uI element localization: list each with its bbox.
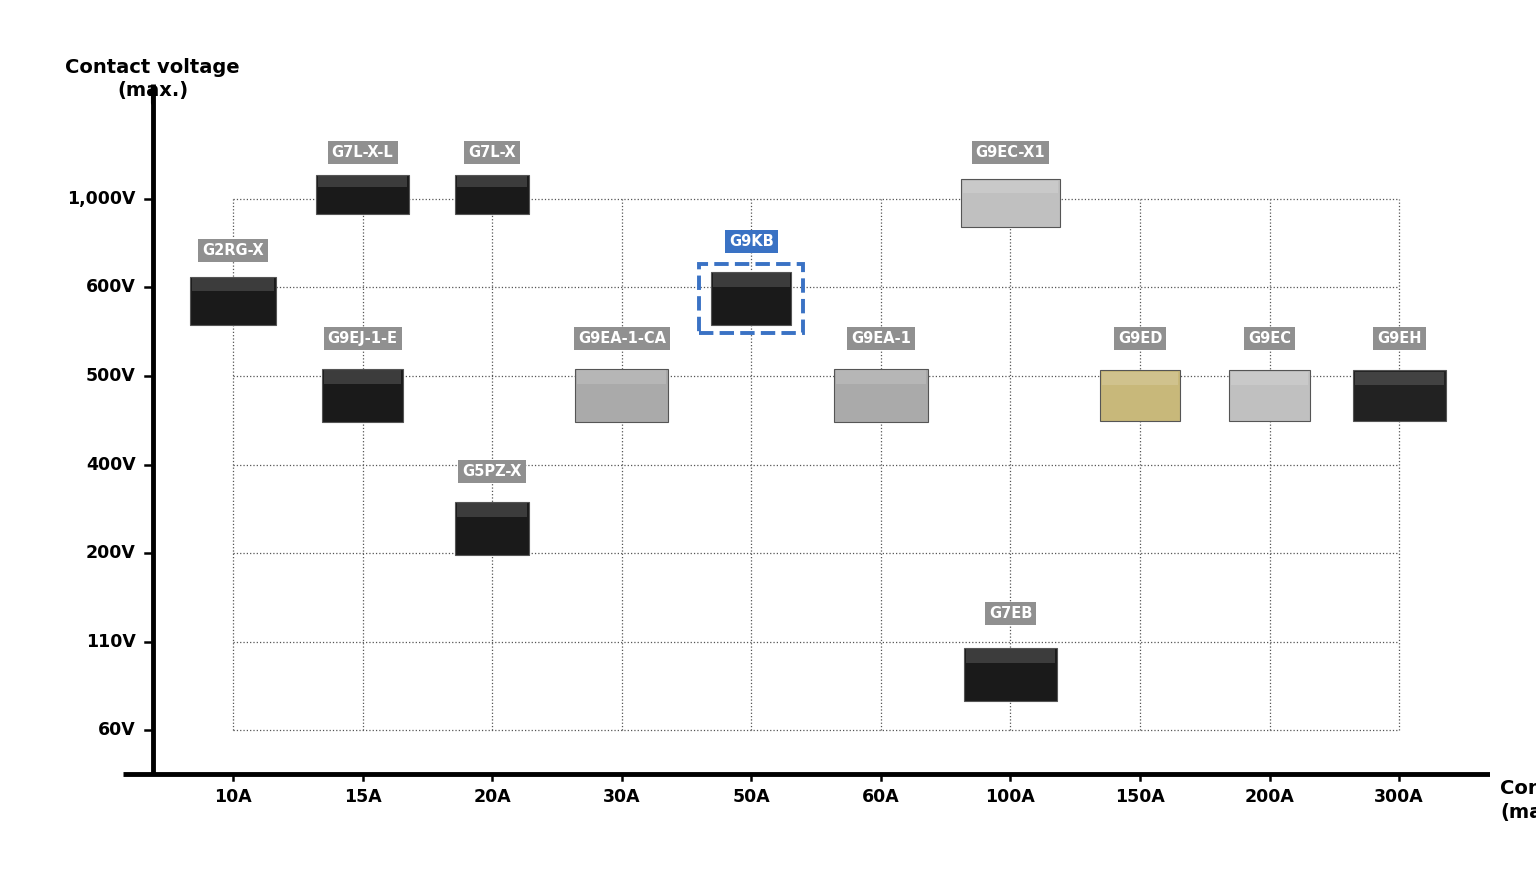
Text: 400V: 400V	[86, 455, 135, 474]
Text: 150A: 150A	[1115, 788, 1164, 805]
Text: 100A: 100A	[986, 788, 1035, 805]
FancyBboxPatch shape	[1101, 371, 1178, 385]
Text: G7L-X-L: G7L-X-L	[332, 146, 393, 161]
Text: 15A: 15A	[344, 788, 381, 805]
FancyBboxPatch shape	[574, 369, 668, 422]
Text: (max.): (max.)	[1501, 803, 1536, 822]
Text: G9EH: G9EH	[1376, 332, 1421, 347]
Text: 60A: 60A	[862, 788, 900, 805]
Text: G9EC: G9EC	[1249, 332, 1292, 347]
Text: 200A: 200A	[1244, 788, 1295, 805]
Text: Contact current: Contact current	[1501, 779, 1536, 797]
FancyBboxPatch shape	[1353, 370, 1445, 421]
Text: 110V: 110V	[86, 632, 135, 651]
Text: 30A: 30A	[604, 788, 641, 805]
FancyBboxPatch shape	[1229, 370, 1310, 421]
FancyBboxPatch shape	[966, 649, 1055, 662]
FancyBboxPatch shape	[836, 370, 926, 384]
Text: 200V: 200V	[86, 544, 135, 562]
Text: 10A: 10A	[214, 788, 252, 805]
Text: G7L-X: G7L-X	[468, 146, 516, 161]
Text: 300A: 300A	[1375, 788, 1424, 805]
FancyBboxPatch shape	[318, 176, 407, 187]
FancyBboxPatch shape	[1232, 371, 1307, 385]
FancyBboxPatch shape	[324, 370, 401, 384]
FancyBboxPatch shape	[316, 175, 409, 214]
FancyBboxPatch shape	[1100, 370, 1180, 421]
Text: G9KB: G9KB	[730, 234, 774, 249]
Text: 1,000V: 1,000V	[68, 190, 135, 208]
FancyBboxPatch shape	[323, 369, 402, 422]
FancyBboxPatch shape	[189, 277, 276, 325]
FancyBboxPatch shape	[713, 273, 790, 287]
Text: Contact voltage: Contact voltage	[66, 58, 240, 77]
Text: 600V: 600V	[86, 279, 135, 296]
Text: 20A: 20A	[473, 788, 511, 805]
FancyBboxPatch shape	[455, 175, 528, 214]
Text: G9EA-1-CA: G9EA-1-CA	[578, 332, 665, 347]
FancyBboxPatch shape	[578, 370, 667, 384]
Text: G7EB: G7EB	[989, 606, 1032, 621]
FancyBboxPatch shape	[711, 272, 791, 325]
Text: G9EC-X1: G9EC-X1	[975, 146, 1046, 161]
Text: G5PZ-X: G5PZ-X	[462, 464, 522, 479]
FancyBboxPatch shape	[1355, 371, 1444, 385]
FancyBboxPatch shape	[455, 502, 528, 555]
FancyBboxPatch shape	[960, 179, 1060, 228]
Text: G9EA-1: G9EA-1	[851, 332, 911, 347]
FancyBboxPatch shape	[834, 369, 928, 422]
FancyBboxPatch shape	[963, 181, 1058, 193]
FancyBboxPatch shape	[458, 176, 527, 187]
Text: 60V: 60V	[98, 721, 135, 739]
FancyBboxPatch shape	[963, 647, 1057, 701]
Text: 500V: 500V	[86, 367, 135, 385]
Text: G2RG-X: G2RG-X	[203, 243, 264, 258]
FancyBboxPatch shape	[458, 503, 527, 517]
Text: (max.): (max.)	[117, 81, 189, 100]
FancyBboxPatch shape	[192, 278, 275, 290]
Text: 50A: 50A	[733, 788, 770, 805]
Text: G9ED: G9ED	[1118, 332, 1163, 347]
Text: G9EJ-1-E: G9EJ-1-E	[327, 332, 398, 347]
